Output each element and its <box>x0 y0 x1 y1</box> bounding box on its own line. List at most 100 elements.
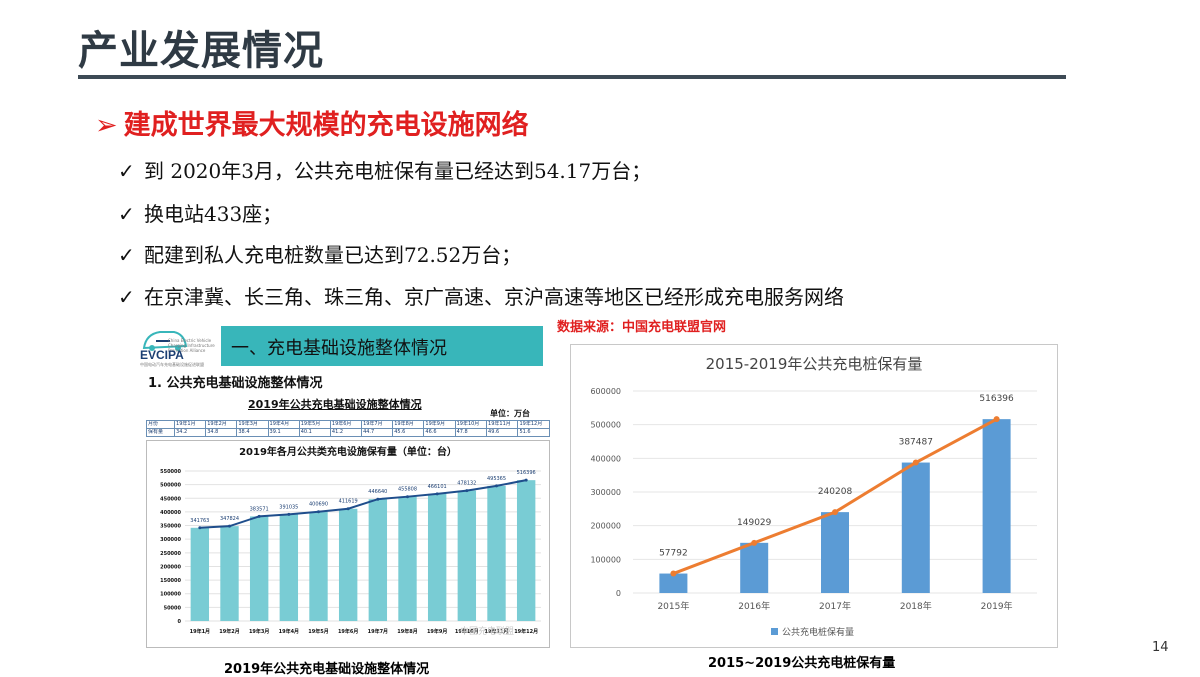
check-icon: ✓ <box>118 243 135 267</box>
bullet-text: 换电站433座； <box>144 202 283 226</box>
data-label: 495365 <box>487 476 506 482</box>
y-tick-label: 50000 <box>164 605 182 611</box>
table-row-label: 月份 <box>145 420 176 429</box>
data-label: 347824 <box>220 516 239 522</box>
table-cell: 19年8月 <box>392 420 425 429</box>
bar <box>901 462 930 593</box>
monthly-chart-frame: 2019年各月公共类充电设施保有量（单位：台） 550000 500000 45000… <box>146 440 550 648</box>
data-label: 455808 <box>398 487 417 493</box>
data-label: 57792 <box>659 549 688 559</box>
data-label: 341763 <box>190 518 209 524</box>
y-tick-label: 300000 <box>590 488 621 497</box>
section-heading-text: 建成世界最大规模的充电设施网络 <box>123 110 529 141</box>
monthly-chart: 2019年各月公共类充电设施保有量（单位：台）55000050000045000… <box>160 445 541 635</box>
check-icon: ✓ <box>118 159 135 183</box>
y-tick-label: 0 <box>178 619 182 625</box>
table-cell: 49.6 <box>486 428 519 437</box>
data-label: 466101 <box>428 484 447 490</box>
data-label: 391035 <box>279 504 298 510</box>
monthly-table: 月份 19年1月 19年2月 19年3月 19年4月 19年5月 19年6月 19年7月 19… <box>145 420 550 437</box>
table-cell: 39.1 <box>267 428 300 437</box>
x-tick-label: 19年10月 <box>455 628 479 635</box>
bullet-item: ✓ 换电站433座； <box>118 198 282 227</box>
bar <box>659 573 688 593</box>
bar <box>368 499 388 621</box>
logo-text: EVCIPA <box>140 348 184 362</box>
table-cell: 19年1月 <box>174 420 207 429</box>
yearly-chart: 2015-2019年公共充电桩保有量 600000 500000 400000 3000… <box>590 355 1037 638</box>
y-tick-label: 250000 <box>160 551 181 557</box>
bar <box>427 493 447 621</box>
data-label: 400690 <box>309 502 328 508</box>
x-tick-label: 19年7月 <box>368 628 388 635</box>
x-tick-label: 19年9月 <box>427 628 447 635</box>
y-tick-label: 100000 <box>160 592 181 598</box>
y-tick-label: 0 <box>616 589 621 598</box>
series-line <box>199 479 527 529</box>
x-tick-label: 19年3月 <box>249 628 269 635</box>
line-point <box>435 492 439 496</box>
check-icon: ✓ <box>118 202 135 226</box>
data-label: 240208 <box>818 487 853 497</box>
line-point <box>465 489 469 493</box>
line-point <box>912 459 919 466</box>
line-point <box>257 514 261 518</box>
table-cell: 19年7月 <box>361 420 394 429</box>
bullet-text: 在京津冀、长三角、珠三角、京广高速、京沪高速等地区已经形成充电服务网络 <box>144 285 844 309</box>
bar <box>982 419 1011 593</box>
table-cell: 38.4 <box>236 428 269 437</box>
legend-label: 公共充电桩保有量 <box>782 626 854 638</box>
bar <box>249 516 269 621</box>
bar <box>821 512 849 593</box>
table-cell: 51.6 <box>517 428 550 437</box>
legend-swatch <box>771 628 778 635</box>
line-point <box>832 509 838 516</box>
table-unit: 单位：万台 <box>490 409 530 418</box>
line-point <box>376 497 380 501</box>
y-tick-label: 150000 <box>160 578 181 584</box>
bar <box>487 485 506 621</box>
data-source-note: 数据来源：中国充电联盟官网 <box>557 320 727 335</box>
title-divider <box>78 75 1066 79</box>
table-cell: 19年6月 <box>329 420 363 429</box>
bullet-item: ✓ 到 2020年3月，公共充电桩保有量已经达到54.17万台； <box>118 155 651 184</box>
y-tick-label: 550000 <box>160 469 181 475</box>
line-point <box>287 512 291 516</box>
x-tick-label: 19年1月 <box>190 628 210 635</box>
x-tick-label: 19年8月 <box>397 628 417 635</box>
section-banner: 一、充电基础设施整体情况 <box>221 326 543 366</box>
report-subheading: 1. 公共充电基础设施整体情况 <box>148 376 323 391</box>
line-point <box>317 510 320 514</box>
bullet-item: ✓ 在京津冀、长三角、珠三角、京广高速、京沪高速等地区已经形成充电服务网络 <box>118 281 844 310</box>
line-point <box>406 495 409 499</box>
bar <box>309 511 328 621</box>
caption-left: 2019年公共充电基础设施整体情况 <box>224 662 430 677</box>
bullet-item: ✓ 配建到私人充电桩数量已达到72.52万台； <box>118 239 521 268</box>
y-tick-label: 100000 <box>590 555 621 564</box>
y-tick-label: 500000 <box>160 483 181 489</box>
y-tick-label: 200000 <box>590 522 621 531</box>
y-tick-label: 500000 <box>590 421 621 430</box>
table-cell: 19年10月 <box>454 420 488 429</box>
table-cell: 45.6 <box>392 428 425 437</box>
x-tick-label: 19年5月 <box>308 628 328 635</box>
bar <box>740 542 769 593</box>
table-cell: 19年5月 <box>298 420 331 429</box>
y-tick-label: 400000 <box>160 510 181 516</box>
section-heading: ➢ 建成世界最大规模的充电设施网络 <box>95 103 529 142</box>
caption-right: 2015~2019公共充电桩保有量 <box>708 656 896 671</box>
bar <box>338 508 358 621</box>
table-cell: 19年11月 <box>486 420 519 429</box>
x-tick-label: 19年4月 <box>279 628 299 635</box>
table-cell: 44.7 <box>361 428 394 437</box>
line-point <box>228 524 231 528</box>
table-title: 2019年公共充电基础设施整体情况 <box>248 398 422 411</box>
table-cell: 19年4月 <box>267 420 300 429</box>
logo-caption: 中国电动汽车充电基础设施促进联盟 <box>140 362 204 367</box>
page-number: 14 <box>1152 640 1169 655</box>
table-cell: 19年9月 <box>423 420 456 429</box>
y-tick-label: 400000 <box>590 454 621 463</box>
watermark-text: 中国充电联盟 <box>460 627 515 637</box>
bar <box>398 496 417 621</box>
logo-subtext: China Electric Vehicle Charging Infrastr… <box>168 338 215 353</box>
